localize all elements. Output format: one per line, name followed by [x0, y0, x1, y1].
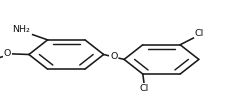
Text: Cl: Cl: [194, 29, 204, 38]
Text: O: O: [110, 52, 118, 61]
Text: Cl: Cl: [140, 83, 149, 93]
Text: NH₂: NH₂: [12, 25, 30, 34]
Text: O: O: [4, 49, 11, 58]
